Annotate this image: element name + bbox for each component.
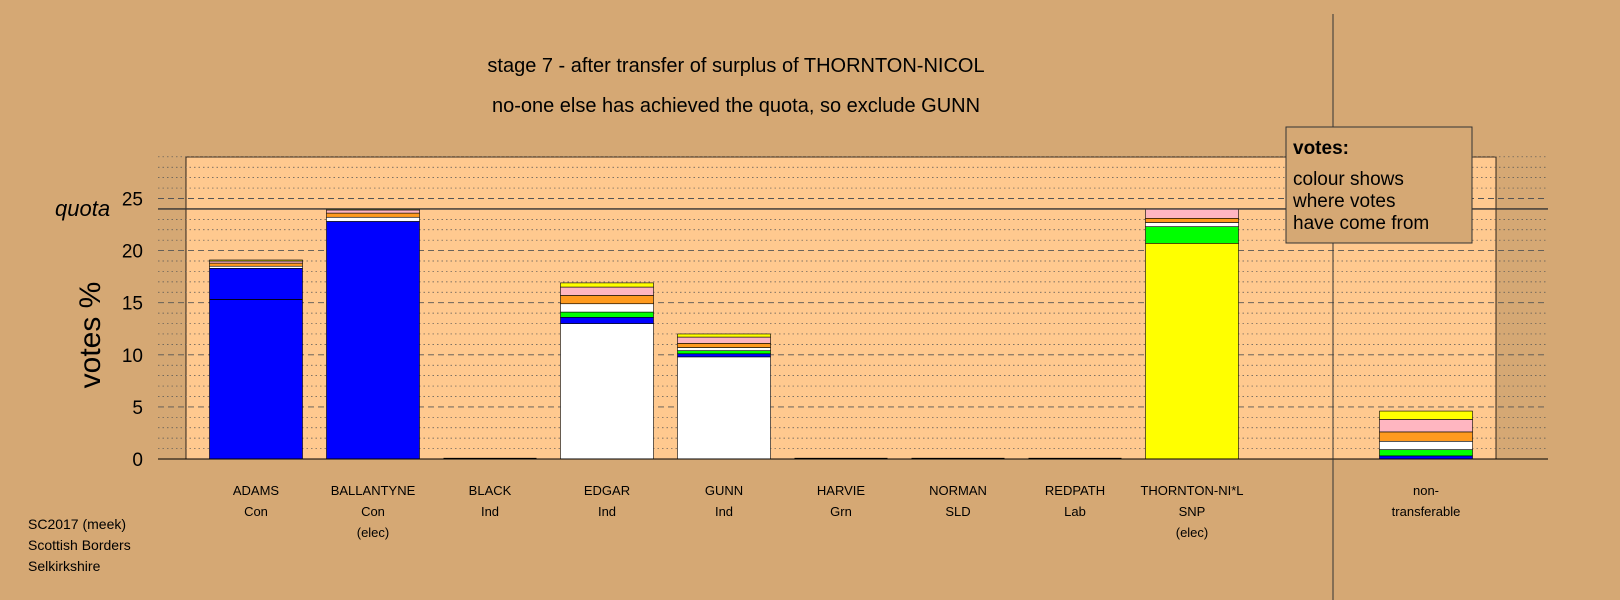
bar-segment [1145, 243, 1239, 460]
legend-line-2: where votes [1292, 191, 1395, 212]
candidate-labels: ADAMS Con BALLANTYNE Con (elec) BLACK Ind EDGAR… [233, 483, 1460, 540]
bar-segment [560, 282, 654, 288]
candidate-name: REDPATH [1045, 483, 1105, 498]
legend-line-3: have come from [1293, 213, 1429, 234]
bar-segment [1379, 410, 1473, 420]
bar-segment [326, 209, 420, 214]
bar-stack [209, 259, 303, 460]
candidate-name: GUNN [705, 483, 743, 498]
candidate-party: Grn [830, 504, 852, 519]
bar-stack [326, 208, 420, 460]
candidate-party: Ind [715, 504, 733, 519]
candidate-name: NORMAN [929, 483, 987, 498]
y-tick-label: 0 [132, 450, 143, 471]
candidate-party: Lab [1064, 504, 1086, 519]
bar-segment [677, 350, 771, 355]
bar-segment [1379, 419, 1473, 433]
candidate-note: (elec) [357, 525, 390, 540]
bar-segment [677, 353, 771, 358]
candidate-party: Ind [598, 504, 616, 519]
bar-stack [1145, 208, 1239, 460]
bar-segment [326, 212, 420, 218]
candidate-party: SNP [1179, 504, 1206, 519]
candidate-name: THORNTON-NI*L [1140, 483, 1243, 498]
bar-segment [209, 262, 303, 267]
candidate-party: Con [244, 504, 268, 519]
bar-segment [209, 260, 303, 264]
bar-segment [677, 333, 771, 338]
bar-segment [326, 221, 420, 460]
candidate-name: HARVIE [817, 483, 865, 498]
bar-segment [560, 323, 654, 460]
bar-segment [560, 316, 654, 324]
candidate-name: BLACK [469, 483, 512, 498]
bar-stack [677, 333, 771, 460]
candidate-party: transferable [1392, 504, 1461, 519]
legend-heading: votes: [1293, 138, 1349, 159]
y-tick-label: 15 [122, 294, 143, 315]
bar-segment [677, 347, 771, 351]
legend-box: votes: colour shows where votes have com… [1285, 126, 1473, 244]
bar-segment [1145, 208, 1239, 219]
footer-line-3: Selkirkshire [28, 558, 101, 574]
y-tick-labels: 0 5 10 15 20 25 [122, 190, 143, 472]
legend-line-1: colour shows [1293, 169, 1404, 190]
bar-segment [677, 343, 771, 348]
bar-stack [560, 282, 654, 460]
candidate-name: BALLANTYNE [331, 483, 416, 498]
y-tick-label: 25 [122, 190, 143, 211]
y-tick-label: 10 [122, 346, 143, 367]
candidate-name: ADAMS [233, 483, 280, 498]
bar-segment [1145, 222, 1239, 227]
bar-segment [209, 259, 303, 262]
bar-segment [1145, 217, 1239, 223]
bar-segment [560, 286, 654, 296]
candidate-note: (elec) [1176, 525, 1209, 540]
candidate-party: SLD [945, 504, 970, 519]
bar-segment [209, 265, 303, 269]
bar-segment [1379, 449, 1473, 457]
candidate-name: EDGAR [584, 483, 630, 498]
candidate-name: non- [1413, 483, 1439, 498]
bar-segment [209, 268, 303, 460]
bar-segment [677, 336, 771, 344]
bar-stack [1379, 410, 1473, 460]
bars-group [209, 208, 1473, 460]
chart-subtitle: no-one else has achieved the quota, so e… [492, 95, 980, 117]
candidate-party: Con [361, 504, 385, 519]
footer-line-1: SC2017 (meek) [28, 516, 126, 532]
y-axis-label: votes % [74, 282, 107, 389]
quota-label: quota [55, 196, 110, 221]
bar-segment [677, 356, 771, 460]
bar-segment [560, 295, 654, 305]
bar-segment [560, 311, 654, 318]
bar-segment [1145, 226, 1239, 244]
y-tick-label: 20 [122, 242, 143, 263]
bar-segment [560, 303, 654, 313]
y-tick-label: 5 [132, 398, 143, 419]
bar-segment [326, 216, 420, 222]
bar-segment [1379, 440, 1473, 450]
bar-segment [1379, 431, 1473, 442]
chart-title: stage 7 - after transfer of surplus of T… [487, 55, 984, 77]
footer-line-2: Scottish Borders [28, 537, 131, 553]
candidate-party: Ind [481, 504, 499, 519]
